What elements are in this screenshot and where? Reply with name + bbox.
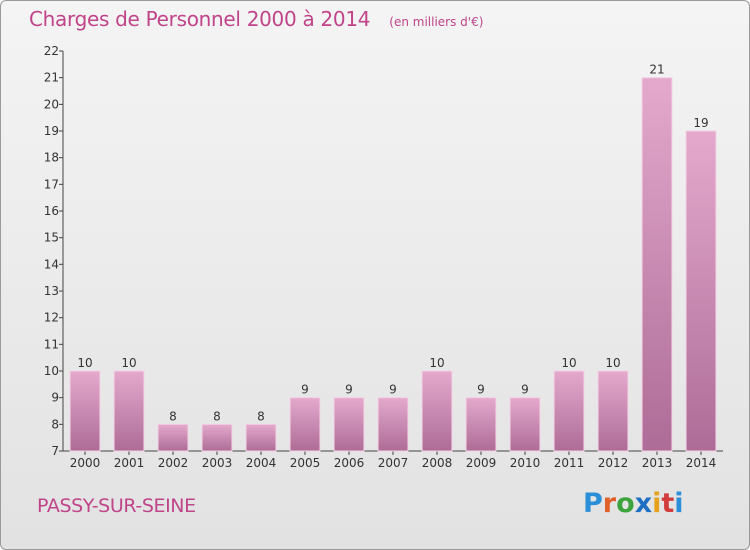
data-label-2007: 9 [389,383,397,397]
x-tick-label-2009: 2009 [466,456,497,470]
y-tick-label: 9 [51,391,59,405]
proxiti-logo[interactable]: Proxiti [583,488,684,519]
chart-subtitle: (en milliers d'€) [389,15,484,29]
x-tick-label-2007: 2007 [378,456,409,470]
data-label-2003: 8 [213,409,221,423]
town-name: PASSY-SUR-SEINE [37,495,196,517]
y-tick-label: 18 [44,151,59,165]
data-label-2000: 10 [77,356,92,370]
y-tick-label: 10 [44,364,59,378]
data-label-2013: 21 [649,63,664,77]
data-label-2005: 9 [301,383,309,397]
y-tick-label: 14 [44,257,59,271]
data-label-2008: 10 [429,356,444,370]
bar-2011 [553,370,585,452]
data-label-2002: 8 [169,409,177,423]
x-tick-label-2000: 2000 [70,456,101,470]
data-label-2011: 10 [561,356,576,370]
bar-2000 [69,370,101,452]
title-row: Charges de Personnel 2000 à 2014 (en mil… [29,7,483,31]
data-label-2014: 19 [693,116,708,130]
y-tick-label: 20 [44,97,59,111]
x-tick-label-2010: 2010 [510,456,541,470]
y-tick-label: 21 [44,71,59,85]
bar-2013 [641,77,673,452]
y-tick-label: 15 [44,231,59,245]
x-tick-label-2011: 2011 [554,456,585,470]
y-tick-label: 17 [44,177,59,191]
bar-2005 [289,397,321,452]
x-tick-label-2001: 2001 [114,456,145,470]
x-tick-label-2008: 2008 [422,456,453,470]
x-tick-label-2002: 2002 [158,456,189,470]
bars-group [69,77,717,452]
x-tick-label-2004: 2004 [246,456,277,470]
labels-group: 10 2000 10 2001 8 2002 8 2003 8 2004 9 2005 9 2006 9 20… [70,63,717,470]
data-label-2006: 9 [345,383,353,397]
bar-2010 [509,397,541,452]
bar-2004 [245,423,277,452]
x-tick-label-2013: 2013 [642,456,673,470]
data-label-2001: 10 [121,356,136,370]
chart-title: Charges de Personnel 2000 à 2014 [29,7,371,31]
y-tick-label: 13 [44,284,59,298]
bar-2012 [597,370,629,452]
axes: 7 8 9 10 11 12 13 14 15 16 17 18 19 20 21 22 [44,44,723,458]
x-tick-label-2005: 2005 [290,456,321,470]
data-label-2010: 9 [521,383,529,397]
bar-2002 [157,423,189,452]
bar-2008 [421,370,453,452]
y-tick-label: 16 [44,204,59,218]
y-tick-label: 22 [44,44,59,58]
data-label-2004: 8 [257,409,265,423]
data-label-2012: 10 [605,356,620,370]
y-tick-label: 19 [44,124,59,138]
x-tick-label-2003: 2003 [202,456,233,470]
y-tick-label: 8 [51,417,59,431]
bar-2003 [201,423,233,452]
bar-2001 [113,370,145,452]
y-tick-label: 12 [44,311,59,325]
x-tick-label-2006: 2006 [334,456,365,470]
data-label-2009: 9 [477,383,485,397]
y-tick-label: 7 [51,444,59,458]
bar-2009 [465,397,497,452]
x-tick-label-2012: 2012 [598,456,629,470]
bar-2006 [333,397,365,452]
bar-2014 [685,130,717,452]
y-tick-label: 11 [44,337,59,351]
x-tick-label-2014: 2014 [686,456,717,470]
bar-2007 [377,397,409,452]
